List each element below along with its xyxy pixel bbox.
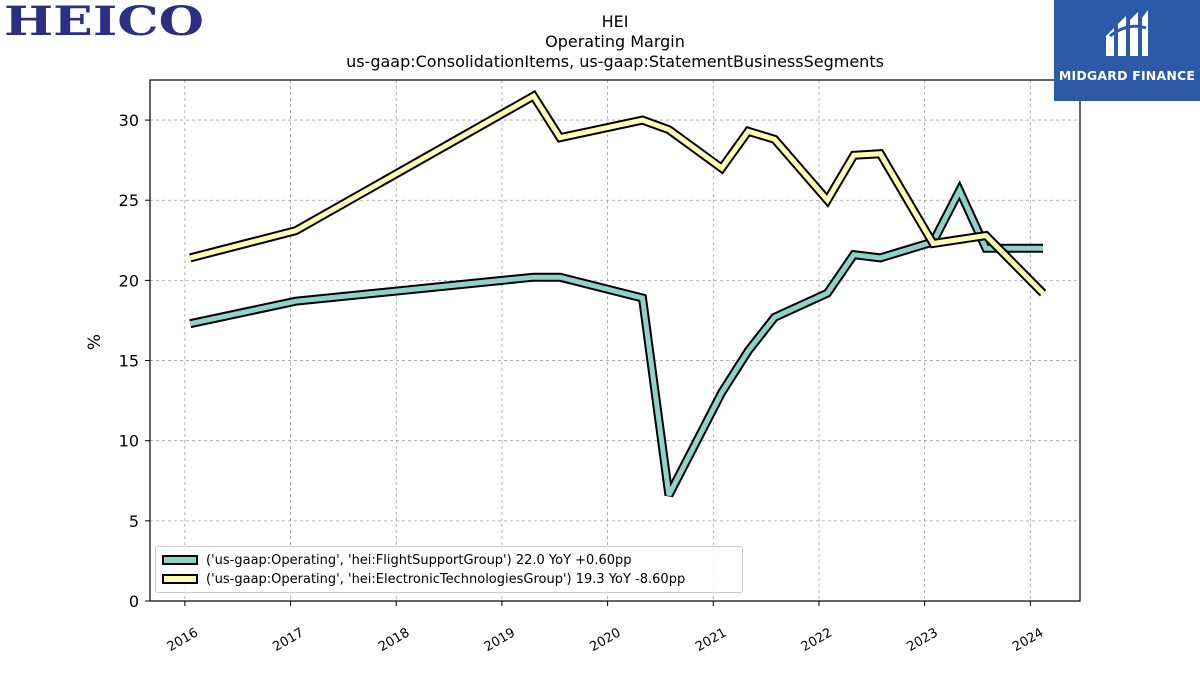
x-tick-label: 2024	[1010, 625, 1046, 655]
legend-swatch-teal	[162, 555, 198, 565]
series-1-line	[189, 92, 1045, 295]
legend-swatch-yellow	[162, 574, 198, 584]
heico-logo-mark: HEICO	[4, 0, 204, 45]
x-tick-label: 2018	[376, 625, 412, 655]
series-0-line	[189, 184, 1043, 497]
title-line: HEI	[602, 12, 629, 31]
y-axis-label: %	[85, 334, 105, 350]
x-tick-label: 2020	[587, 625, 623, 655]
title-line: Operating Margin	[545, 32, 685, 51]
y-tick-label: 20	[119, 271, 139, 290]
series-0-outline	[189, 180, 1043, 498]
heico-logo: HEICO	[4, 0, 206, 45]
y-tick-label: 30	[119, 111, 139, 130]
x-tick-label: 2021	[693, 625, 729, 655]
grid	[150, 80, 1080, 602]
midgard-finance-logo: MIDGARD FINANCE	[1054, 0, 1200, 101]
x-tick-label: 2022	[799, 625, 835, 655]
legend-item-electronic-technologies: ('us-gaap:Operating', 'hei:ElectronicTec…	[162, 570, 685, 588]
legend-item-flight-support: ('us-gaap:Operating', 'hei:FlightSupport…	[162, 551, 632, 569]
midgard-icon	[1106, 10, 1148, 56]
legend-label: ('us-gaap:Operating', 'hei:FlightSupport…	[206, 552, 632, 568]
y-tick-label: 5	[129, 512, 139, 531]
legend-label: ('us-gaap:Operating', 'hei:ElectronicTec…	[206, 571, 686, 587]
title-line: us-gaap:ConsolidationItems, us-gaap:Stat…	[346, 52, 884, 71]
y-axis-ticks: 0 5 10 15 20 25 30	[119, 111, 150, 611]
y-tick-label: 15	[119, 352, 139, 371]
x-tick-label: 2023	[904, 625, 940, 655]
x-axis-ticks: 2016 2017 2018 2019 2020 2021 2022 2023 2024	[165, 601, 1046, 655]
x-tick-label: 2017	[270, 625, 306, 655]
plot-frame	[149, 79, 1081, 602]
y-tick-label: 0	[129, 592, 139, 611]
y-tick-label: 10	[119, 432, 139, 451]
y-tick-label: 25	[119, 191, 139, 210]
svg-text:HEICO: HEICO	[4, 2, 204, 40]
x-tick-label: 2016	[165, 625, 201, 655]
legend: ('us-gaap:Operating', 'hei:FlightSupport…	[155, 546, 743, 593]
series-lines	[189, 89, 1047, 498]
x-tick-label: 2019	[482, 625, 518, 655]
midgard-finance-wordmark: MIDGARD FINANCE	[1058, 68, 1196, 83]
